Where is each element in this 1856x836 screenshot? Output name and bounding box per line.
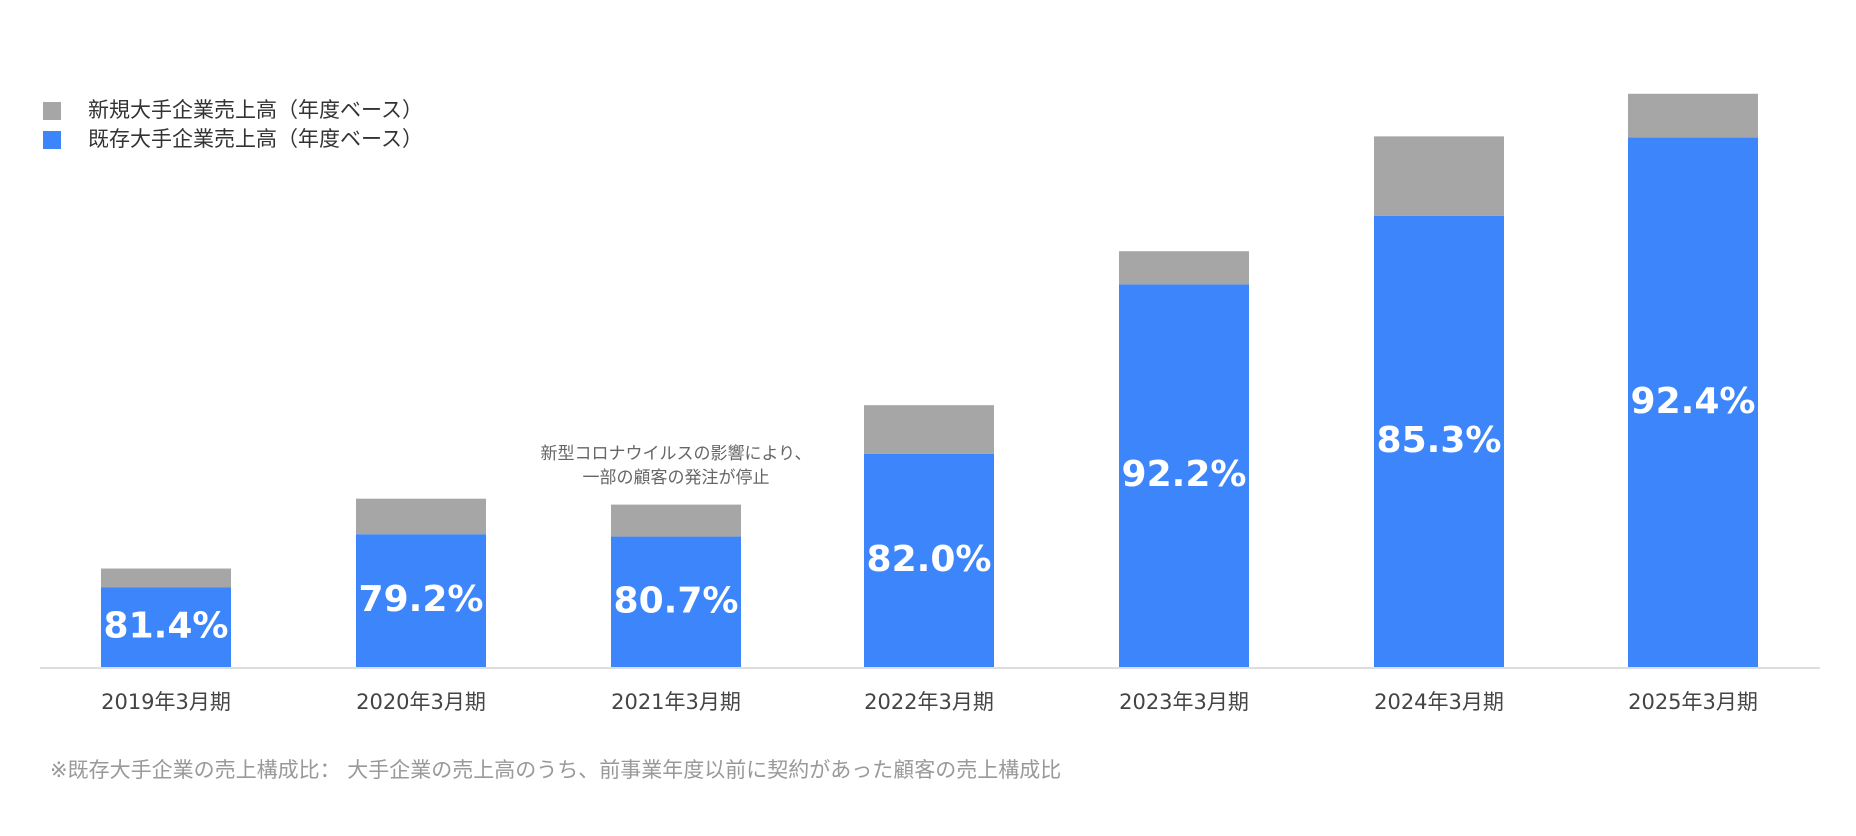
value-label: 81.4% (104, 606, 229, 647)
value-label: 85.3% (1377, 420, 1502, 461)
value-label: 92.2% (1122, 454, 1247, 495)
bar-segment (1374, 215, 1504, 668)
bar-segment (864, 405, 994, 454)
x-tick-label: 2025年3月期 (1628, 690, 1758, 714)
bar-segment (1374, 136, 1504, 216)
bar-segment (356, 534, 486, 668)
bar-segment (1628, 137, 1758, 668)
bar-segment (356, 498, 486, 535)
x-tick-label: 2021年3月期 (611, 690, 741, 714)
footnote: ※既存大手企業の売上構成比： 大手企業の売上高のうち、前事業年度以前に契約があっ… (50, 758, 1061, 782)
x-tick-label: 2019年3月期 (101, 690, 231, 714)
value-label: 82.0% (867, 539, 992, 580)
bar-segment (1119, 284, 1249, 668)
annotation: 新型コロナウイルスの影響により、 (541, 444, 812, 464)
x-tick-label: 2024年3月期 (1374, 690, 1504, 714)
value-label: 79.2% (359, 579, 484, 620)
legend-swatch (43, 131, 61, 149)
x-tick-label: 2023年3月期 (1119, 690, 1249, 714)
legend-swatch (43, 102, 61, 120)
bar-segment (1119, 251, 1249, 285)
legend-label: 新規大手企業売上高（年度ベース） (88, 98, 423, 122)
bar-segment (101, 568, 231, 588)
bar-segment (1628, 93, 1758, 138)
x-tick-label: 2022年3月期 (864, 690, 994, 714)
bar-segment (101, 587, 231, 668)
bar-segment (611, 504, 741, 537)
bar-segment (864, 453, 994, 668)
legend-label: 既存大手企業売上高（年度ベース） (88, 127, 423, 151)
value-label: 92.4% (1631, 381, 1756, 422)
bar-segment (611, 536, 741, 668)
annotation: 一部の顧客の発注が停止 (583, 468, 770, 488)
x-tick-label: 2020年3月期 (356, 690, 486, 714)
value-label: 80.7% (614, 580, 739, 621)
